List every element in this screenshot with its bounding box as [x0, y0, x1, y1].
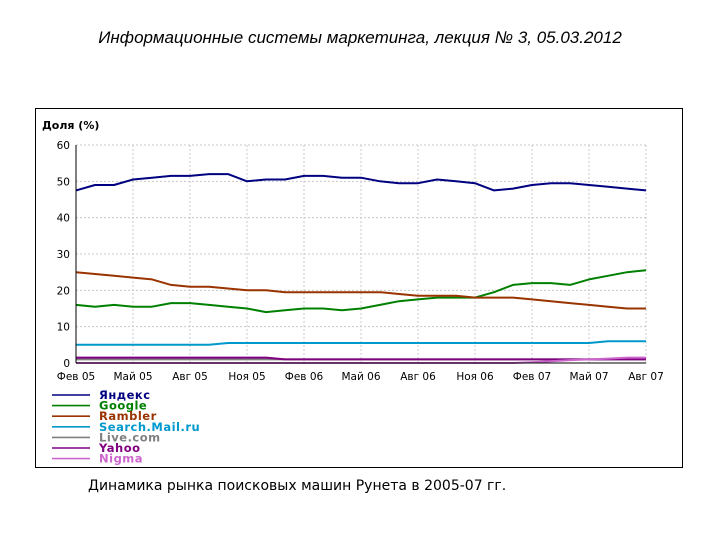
legend-label: Яндекс [99, 388, 151, 402]
y-tick-label: 0 [63, 358, 70, 370]
x-tick-label: Ноя 06 [456, 371, 494, 383]
y-axis-title: Доля (%) [42, 119, 99, 132]
series-lines [75, 173, 647, 364]
x-tick-label: Май 06 [341, 371, 380, 383]
legend: ЯндексGoogleRamblerSearch.Mail.ruLive.co… [52, 388, 200, 466]
x-tick-label: Фев 06 [285, 371, 324, 383]
series-line-1 [75, 269, 647, 314]
series-line-3 [76, 340, 646, 346]
x-tick-label: Авг 07 [628, 371, 664, 383]
x-tick-label: Авг 06 [400, 371, 436, 383]
x-tick-label: Авг 05 [172, 371, 208, 383]
line-chart: Доля (%) 0 10 20 30 40 50 60 Фев 05 Май 05 Авг 05… [42, 119, 664, 466]
series-line-2 [75, 271, 646, 310]
chart-caption: Динамика рынка поисковых машин Рунета в … [88, 478, 507, 494]
x-tick-label: Фев 07 [513, 371, 551, 383]
axes: 0 10 20 30 40 50 60 Фев 05 Май 05 Авг 05 Ноя 05 Фев… [57, 140, 664, 383]
x-tick-label: Май 07 [569, 371, 608, 383]
legend-label: Yahoo [98, 441, 141, 455]
y-tick-label: 50 [57, 176, 70, 188]
y-tick-label: 60 [57, 140, 70, 152]
page-title: Информационные системы маркетинга, лекци… [98, 28, 622, 47]
y-tick-label: 30 [57, 249, 70, 261]
series-line-0 [75, 173, 647, 192]
x-tick-label: Ноя 05 [228, 371, 265, 383]
chart-frame: Доля (%) 0 10 20 30 40 50 60 Фев 05 Май 05 Авг 05… [35, 108, 683, 468]
legend-label: Search.Mail.ru [99, 420, 200, 434]
y-tick-label: 20 [57, 285, 70, 297]
series-line-5 [76, 356, 646, 361]
legend-label: Nigma [99, 452, 143, 466]
grid [75, 144, 647, 364]
legend-label: Live.com [99, 430, 161, 444]
legend-label: Google [99, 399, 147, 413]
y-tick-label: 10 [57, 322, 70, 334]
legend-label: Rambler [99, 409, 157, 423]
y-tick-label: 40 [57, 213, 70, 225]
x-tick-label: Фев 05 [57, 371, 95, 383]
x-tick-label: Май 05 [113, 371, 152, 383]
